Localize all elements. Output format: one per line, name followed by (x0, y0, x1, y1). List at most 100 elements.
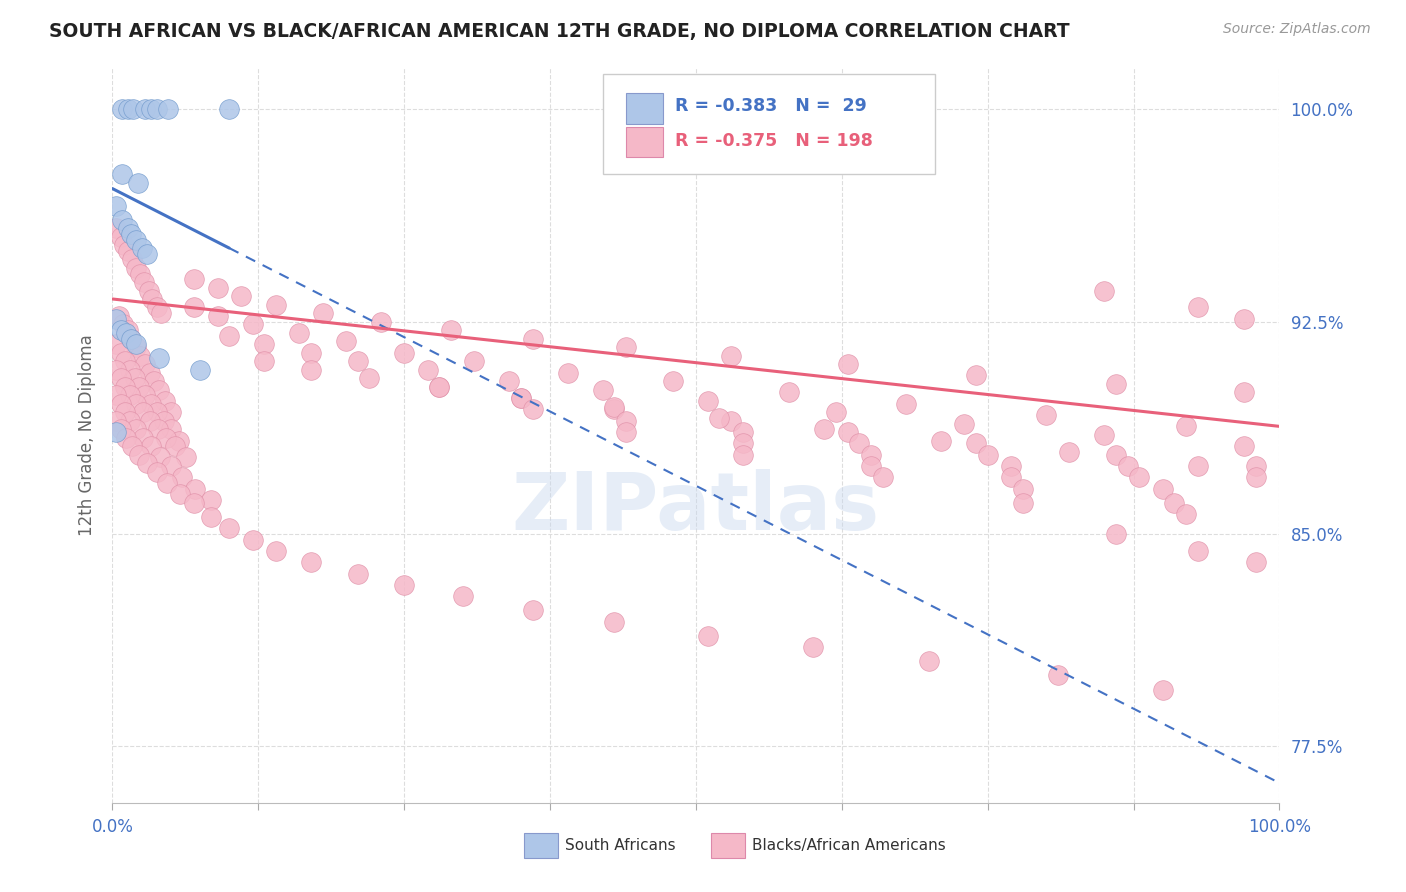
Point (1244, 555, 1267, 569)
Point (134, 103, 156, 117)
Point (183, 301, 205, 315)
Point (394, 345, 416, 359)
Point (1233, 385, 1256, 400)
Point (1035, 408, 1057, 422)
Point (120, 332, 142, 346)
Point (614, 414, 637, 428)
Point (825, 405, 848, 419)
Point (115, 431, 138, 445)
Point (614, 425, 637, 439)
Point (837, 357, 859, 371)
Point (1059, 445, 1081, 459)
Point (720, 414, 742, 428)
Point (134, 388, 156, 402)
Point (125, 260, 148, 275)
Point (155, 431, 177, 445)
Point (183, 272, 205, 286)
Point (218, 521, 240, 535)
Point (509, 391, 531, 405)
Point (169, 487, 191, 501)
Point (129, 349, 152, 363)
Point (111, 318, 134, 332)
Point (778, 385, 800, 400)
Point (104, 311, 127, 326)
Point (125, 233, 148, 247)
Point (557, 366, 579, 380)
Text: R = -0.375   N = 198: R = -0.375 N = 198 (675, 132, 873, 150)
Point (165, 439, 187, 453)
FancyBboxPatch shape (524, 833, 558, 858)
Point (1105, 448, 1128, 462)
Point (111, 168, 134, 182)
Point (837, 425, 859, 439)
Point (200, 492, 222, 507)
Point (860, 448, 883, 462)
Point (146, 301, 169, 315)
Point (346, 566, 368, 581)
Point (160, 458, 183, 473)
Point (157, 103, 180, 117)
Point (451, 589, 474, 603)
Point (143, 374, 166, 388)
Point (860, 458, 883, 473)
Point (148, 383, 170, 397)
Text: South Africans: South Africans (565, 838, 676, 853)
Point (121, 252, 143, 267)
Point (498, 374, 520, 388)
Point (117, 244, 139, 258)
Point (218, 328, 240, 343)
Point (128, 448, 150, 462)
Point (125, 340, 148, 354)
Point (1233, 311, 1256, 326)
Text: Blacks/African Americans: Blacks/African Americans (752, 838, 946, 853)
Point (183, 496, 205, 510)
FancyBboxPatch shape (711, 833, 745, 858)
Point (1233, 439, 1256, 453)
Point (253, 354, 276, 368)
Point (1094, 428, 1116, 442)
Point (118, 363, 141, 377)
Point (207, 309, 229, 323)
Point (114, 380, 136, 394)
Text: ZIPatlas: ZIPatlas (512, 469, 880, 548)
Point (172, 470, 194, 484)
FancyBboxPatch shape (626, 93, 664, 124)
Point (110, 323, 132, 337)
Point (117, 103, 139, 117)
FancyBboxPatch shape (603, 74, 935, 174)
Point (603, 400, 626, 414)
Point (139, 439, 162, 453)
Y-axis label: 12th Grade, No Diploma: 12th Grade, No Diploma (77, 334, 96, 536)
Point (110, 371, 132, 385)
Point (153, 414, 176, 428)
Point (522, 332, 544, 346)
Point (1094, 284, 1116, 298)
Point (108, 309, 131, 323)
Point (167, 434, 190, 448)
Point (242, 533, 264, 547)
Point (132, 275, 155, 289)
Point (463, 354, 485, 368)
Point (120, 332, 142, 346)
Point (509, 391, 531, 405)
Point (134, 357, 156, 371)
Point (685, 872, 707, 887)
Point (139, 397, 162, 411)
Point (110, 397, 132, 411)
Point (104, 388, 127, 402)
Point (104, 198, 127, 212)
Point (132, 431, 155, 445)
Point (118, 388, 141, 402)
Point (188, 363, 211, 377)
Point (1105, 376, 1128, 391)
Point (218, 103, 240, 117)
Point (174, 450, 197, 465)
Point (1116, 458, 1139, 473)
Point (136, 246, 159, 260)
Point (124, 371, 146, 385)
Point (953, 417, 976, 431)
Point (149, 450, 172, 465)
Point (264, 544, 287, 558)
Point (200, 510, 222, 524)
Point (146, 103, 169, 117)
